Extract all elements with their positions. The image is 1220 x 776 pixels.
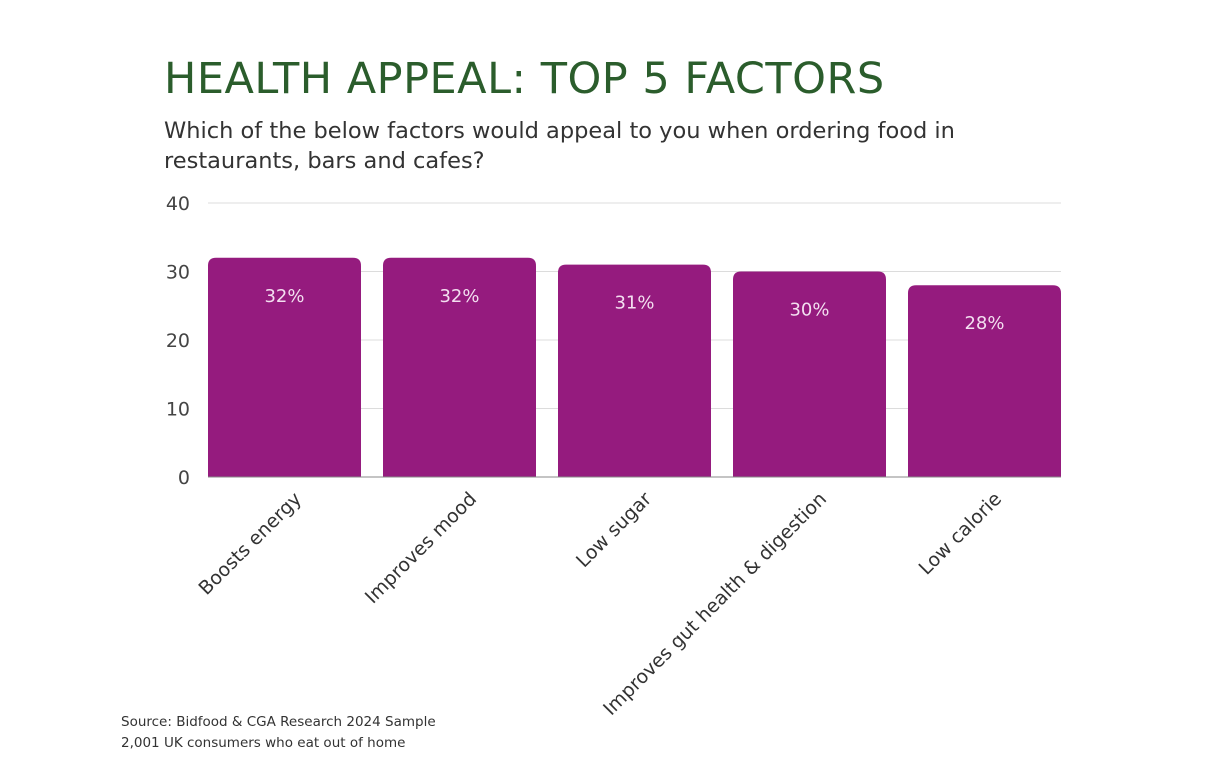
bar [383, 257, 536, 477]
bar [208, 257, 361, 477]
bar [908, 285, 1061, 477]
data-label: 32% [439, 286, 479, 307]
x-category-label: Low calorie [915, 488, 1006, 579]
y-tick-label: 10 [166, 399, 190, 421]
x-category-label: Improves mood [361, 488, 481, 608]
bar [733, 271, 886, 477]
y-tick-label: 0 [178, 467, 190, 489]
source-line-2: 2,001 UK consumers who eat out of home [121, 735, 406, 751]
y-tick-label: 40 [166, 193, 190, 215]
data-label: 31% [614, 293, 654, 314]
data-label: 30% [789, 300, 829, 321]
x-category-label: Low sugar [572, 488, 656, 572]
x-category-label: Boosts energy [194, 488, 306, 600]
bar [558, 264, 711, 477]
source-note: Source: Bidfood & CGA Research 2024 Samp… [121, 712, 436, 754]
data-label: 32% [264, 286, 304, 307]
chart-subtitle: Which of the below factors would appeal … [164, 118, 955, 174]
y-tick-label: 20 [166, 330, 190, 352]
chart-title: HEALTH APPEAL: TOP 5 FACTORS [164, 54, 885, 104]
source-line-1: Source: Bidfood & CGA Research 2024 Samp… [121, 714, 436, 730]
y-tick-label: 30 [166, 262, 190, 284]
data-label: 28% [964, 313, 1004, 334]
